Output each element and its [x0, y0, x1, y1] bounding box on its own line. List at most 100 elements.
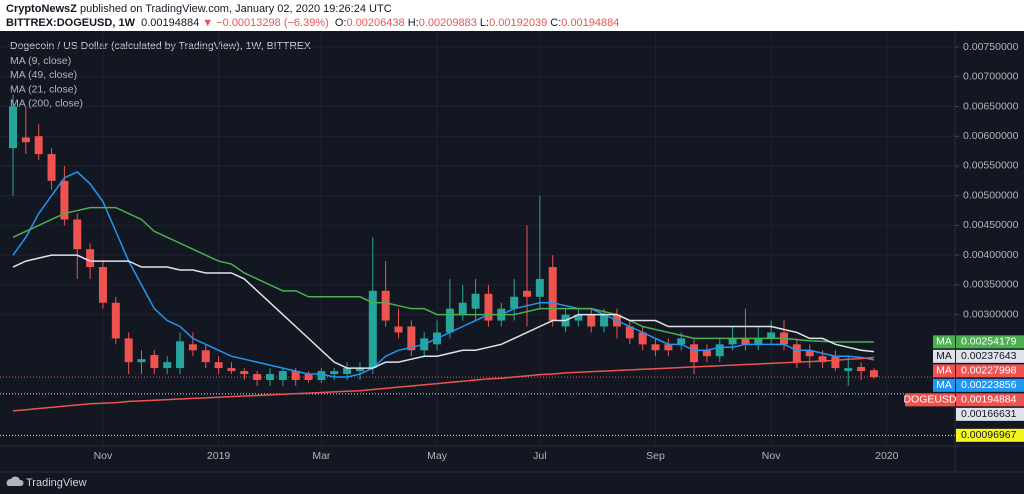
ohlc-value: 0.00192039 — [489, 17, 548, 29]
candle-body — [651, 344, 660, 351]
candle-body — [831, 356, 840, 369]
candle-body — [111, 302, 120, 339]
y-tick-label: 0.00600000 — [963, 130, 1019, 142]
candle-body — [137, 359, 146, 363]
y-tick-label: 0.00450000 — [963, 219, 1019, 231]
candle-body — [754, 338, 763, 345]
publisher: CryptoNewsZ — [6, 3, 77, 15]
candle-body — [9, 106, 17, 149]
symbol: BITTREX:DOGEUSD, 1W — [6, 17, 135, 29]
x-tick-label: Jul — [533, 450, 546, 462]
candle-body — [638, 332, 647, 345]
candle-body — [715, 344, 724, 357]
ohlc-value: 0.00209883 — [418, 17, 477, 29]
x-tick-label: 2019 — [207, 450, 231, 462]
price-tag — [933, 364, 955, 378]
price-tag — [933, 378, 955, 392]
candle-body — [47, 154, 56, 181]
y-tick-label: 0.00300000 — [963, 308, 1019, 320]
candle-body — [844, 368, 853, 372]
candle-body — [163, 362, 172, 369]
candle-body — [690, 344, 699, 363]
x-tick-label: 2020 — [875, 450, 899, 462]
y-tick-label: 0.00700000 — [963, 71, 1019, 83]
price-tag-value: 0.00096967 — [961, 429, 1017, 441]
ohlc-label: C: — [550, 17, 562, 29]
candle-body — [548, 267, 557, 321]
price-tag-value: 0.00223856 — [961, 379, 1017, 391]
price-tag — [933, 349, 955, 363]
price-tag-value: 0.00166631 — [961, 408, 1017, 420]
price-tag — [956, 393, 1024, 407]
ohlc-value: 0.00206438 — [346, 17, 405, 29]
legend-entry: MA (49, close) — [10, 69, 77, 81]
candle-body — [253, 374, 262, 381]
ma-line — [12, 206, 874, 343]
candle-body — [34, 136, 43, 155]
candle-body — [600, 314, 609, 327]
chart-title: Dogecoin / US Dollar (calculated by Trad… — [10, 40, 311, 52]
x-tick-label: May — [427, 450, 448, 462]
candle-body — [445, 308, 454, 333]
y-tick-label: 0.00500000 — [963, 189, 1019, 201]
y-tick-label: 0.00350000 — [963, 279, 1019, 291]
x-tick-label: Nov — [762, 450, 781, 462]
candle-body — [304, 374, 313, 381]
header-line: BITTREX:DOGEUSD, 1W 0.00194884 ▼ −0.0001… — [6, 16, 1018, 30]
candle-body — [741, 338, 750, 345]
candle-body — [869, 370, 878, 378]
header-line: CryptoNewsZ published on TradingView.com… — [6, 2, 1018, 16]
candle-body — [381, 290, 390, 321]
candle-body — [458, 302, 467, 315]
candle-body — [330, 371, 339, 375]
price-tag-label: DOGEUSD — [903, 394, 957, 406]
ohlc-label: O: — [334, 17, 347, 29]
candle-body — [792, 344, 801, 363]
candle-body — [818, 356, 827, 363]
candle-body — [73, 219, 82, 250]
price-tag — [956, 407, 1024, 421]
y-tick-label: 0.00550000 — [963, 160, 1019, 172]
candle-body — [227, 368, 236, 372]
ma-line — [12, 171, 875, 378]
legend-entry: MA (9, close) — [10, 55, 71, 67]
candle-body — [664, 344, 673, 351]
y-tick-label: 0.00750000 — [963, 41, 1019, 53]
candle-body — [523, 290, 531, 297]
published: published on TradingView.com, January 02… — [79, 3, 392, 15]
x-tick-label: Nov — [94, 450, 113, 462]
price-tag-value: 0.00237643 — [961, 350, 1017, 362]
candle-body — [587, 314, 596, 327]
ohlc-label: H: — [407, 17, 419, 29]
price-tag — [905, 393, 955, 407]
y-tick-label: 0.00400000 — [963, 249, 1019, 261]
candle-body — [702, 350, 711, 357]
candle-body — [240, 371, 249, 375]
price-tag-value: 0.00227998 — [961, 365, 1017, 377]
candle-body — [407, 326, 416, 351]
header: CryptoNewsZ published on TradingView.com… — [0, 0, 1024, 31]
candle-body — [574, 314, 583, 321]
last: 0.00194884 — [141, 17, 200, 29]
ma-line — [12, 356, 875, 412]
price-tag — [956, 349, 1024, 363]
candle-body — [343, 368, 352, 375]
ma-line — [12, 254, 875, 369]
price-tag-label: MA — [936, 379, 952, 391]
candle-body — [21, 137, 30, 143]
candle-body — [728, 338, 737, 345]
candle-body — [201, 350, 210, 363]
candle-body — [266, 374, 274, 381]
candle-body — [98, 267, 107, 303]
candle-body — [767, 332, 776, 339]
change: −0.00013298 (−6.39%) — [216, 17, 329, 29]
candle-body — [60, 180, 69, 220]
price-tag-value: 0.00194884 — [961, 394, 1017, 406]
candle-body — [535, 278, 544, 297]
candle-body — [805, 350, 814, 357]
candle-body — [510, 296, 519, 309]
candle-body — [124, 338, 133, 363]
price-tag-value: 0.00254179 — [961, 336, 1017, 348]
